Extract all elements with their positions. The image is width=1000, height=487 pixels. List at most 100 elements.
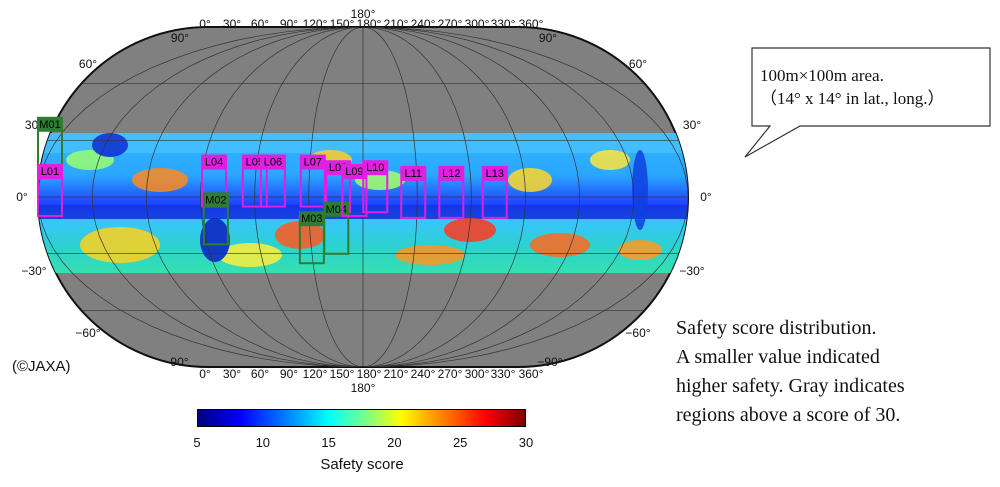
colorbar-tick-label: 5 <box>193 435 201 450</box>
lon-label-top: 180° <box>357 17 382 31</box>
site-label: M04 <box>326 204 347 216</box>
site-marker: M03 <box>298 211 325 265</box>
site-label: L10 <box>366 162 384 174</box>
graticule <box>38 27 688 367</box>
lon-label-bottom: 240° <box>411 367 436 381</box>
meridian-line <box>362 27 688 367</box>
callout-text: 100m×100m area. （14° x 14° in lat., long… <box>760 64 990 110</box>
site-label: L11 <box>405 168 423 180</box>
meridian-line <box>91 27 364 367</box>
lat-label-right: −30° <box>679 264 704 278</box>
site-label: L09 <box>345 166 363 178</box>
lon-label-bottom: 120° <box>303 367 328 381</box>
lon-label-top: 90° <box>280 17 298 31</box>
lon-label-top: 150° <box>330 17 355 31</box>
site-marker: L12 <box>438 165 465 219</box>
lon-label-bottom: 150° <box>330 367 355 381</box>
lon-label-bottom: 180° <box>357 367 382 381</box>
caption-line-1: Safety score distribution. <box>676 317 877 339</box>
edge-label-top-left: 90° <box>171 31 189 45</box>
colorbar <box>197 409 526 427</box>
site-tag <box>298 211 325 226</box>
lon-label-top: 300° <box>465 17 490 31</box>
callout-line-2: （14° x 14° in lat., long.） <box>760 89 945 108</box>
lon-label-top: 30° <box>223 17 241 31</box>
edge-label-bottom-left: −90° <box>163 355 188 369</box>
site-label: M03 <box>301 213 322 225</box>
colorbar-tick-label: 15 <box>321 435 336 450</box>
lon-label-bottom: 210° <box>384 367 409 381</box>
lat-label-left: 60° <box>79 57 97 71</box>
site-tag <box>259 154 286 169</box>
lon-label-top: 240° <box>411 17 436 31</box>
site-marker: L13 <box>481 165 508 219</box>
site-label: L07 <box>304 157 322 169</box>
meridian-line <box>145 27 364 367</box>
meridian-line <box>362 27 418 367</box>
caption-line-4: regions above a score of 30. <box>676 404 901 426</box>
site-tag <box>37 164 63 178</box>
meridian-line <box>362 27 635 367</box>
meridian-line <box>362 27 581 367</box>
edge-label-top-right: 90° <box>539 31 557 45</box>
colorbar-tick-label: 20 <box>387 435 402 450</box>
lat-label-right: 0° <box>700 190 712 204</box>
lat-label-left: −60° <box>75 326 100 340</box>
meridian-line <box>200 27 364 367</box>
meridian-line <box>308 27 364 367</box>
lon-label-bottom: 330° <box>491 367 516 381</box>
lat-label-right: 30° <box>683 118 701 132</box>
site-tag <box>438 165 465 180</box>
lon-label-top: 210° <box>384 17 409 31</box>
colorbar-tick-label: 30 <box>518 435 534 450</box>
site-marker: L06 <box>259 154 286 208</box>
site-tag <box>400 165 427 180</box>
lat-label-right: 60° <box>629 57 647 71</box>
figure-caption: Safety score distribution. A smaller val… <box>676 314 996 430</box>
credit-text: (©JAXA) <box>12 358 71 375</box>
site-label: L12 <box>442 168 460 180</box>
lon-label-bottom: 90° <box>280 367 298 381</box>
lon-label-top: 0° <box>199 17 211 31</box>
map-labels: 0° 30° 60° 90° 120° 150° 180° 210° 240° 270° 300° 3… <box>16 7 712 395</box>
lon-label-top: 270° <box>438 17 463 31</box>
site-tag <box>299 154 326 169</box>
lon-label-bottom: 270° <box>438 367 463 381</box>
lon-label-bottom: 300° <box>465 367 490 381</box>
site-tag <box>201 154 228 169</box>
site-label: L05 <box>246 157 264 169</box>
site-tag <box>362 160 389 175</box>
pole-label-bottom: 180° <box>351 381 376 395</box>
site-marker: L01 <box>37 164 63 217</box>
colorbar-title: Safety score <box>320 456 404 473</box>
callout-bubble <box>744 47 991 158</box>
colorbar-tick-label: 10 <box>255 435 271 450</box>
caption-line-2: A smaller value indicated <box>676 346 880 368</box>
lat-label-right: −60° <box>625 326 650 340</box>
edge-label-bottom-right: −90° <box>537 355 562 369</box>
site-tag <box>37 116 63 131</box>
meridian-line <box>254 27 364 367</box>
lon-label-bottom: 0° <box>199 367 211 381</box>
caption-line-3: higher safety. Gray indicates <box>676 375 905 397</box>
site-label: L13 <box>486 168 504 180</box>
site-marker: L10 <box>362 160 389 214</box>
site-label: M02 <box>205 194 226 206</box>
site-marker: L11 <box>400 165 427 219</box>
meridian-line <box>362 27 526 367</box>
lon-label-bottom: 60° <box>251 367 269 381</box>
site-tag <box>481 165 508 180</box>
lon-label-top: 60° <box>251 17 269 31</box>
site-marker: M02 <box>202 192 229 246</box>
lat-label-left: −30° <box>21 264 46 278</box>
pole-label-top: 180° <box>351 7 376 21</box>
lon-label-top: 360° <box>519 17 544 31</box>
meridian-line <box>38 27 364 367</box>
lon-label-top: 330° <box>491 17 516 31</box>
site-marker: L04 <box>201 154 228 208</box>
lon-label-top: 120° <box>303 17 328 31</box>
callout-line-1: 100m×100m area. <box>760 66 884 85</box>
lat-label-left: 0° <box>16 190 28 204</box>
site-label: M01 <box>39 119 60 131</box>
colorbar-tick-label: 25 <box>452 435 468 450</box>
